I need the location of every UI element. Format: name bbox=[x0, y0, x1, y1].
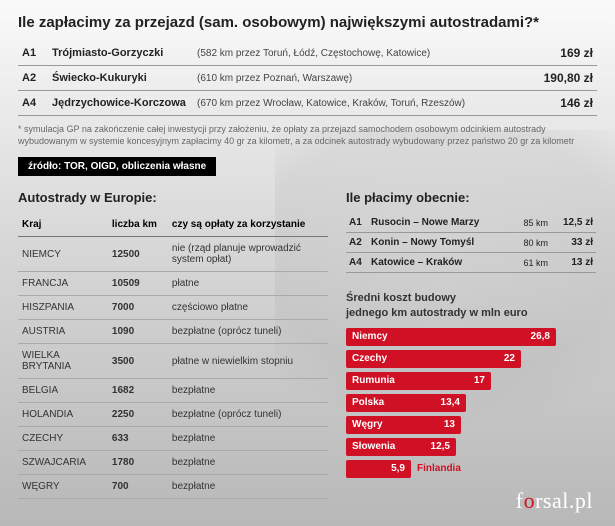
table-row: AUSTRIA1090bezpłatne (oprócz tuneli) bbox=[18, 320, 328, 344]
table-row: A2Konin – Nowy Tomyśl80 km33 zł bbox=[346, 233, 596, 253]
forsal-logo: forsal.pl bbox=[516, 488, 593, 514]
table-row: A4Katowice – Kraków61 km13 zł bbox=[346, 253, 596, 273]
col-fees: czy są opłaty za korzystanie bbox=[168, 213, 328, 237]
highway-table: A1Trójmiasto-Gorzyczki(582 km przez Toru… bbox=[18, 41, 597, 116]
cost-bar: Niemcy26,8 bbox=[346, 328, 596, 346]
table-row: HISZPANIA7000częściowo płatne bbox=[18, 296, 328, 320]
cost-bar: Węgry13 bbox=[346, 416, 596, 434]
table-row: A1Rusocin – Nowe Marzy85 km12,5 zł bbox=[346, 213, 596, 233]
current-title: Ile płacimy obecnie: bbox=[346, 190, 596, 205]
table-row: BELGIA1682bezpłatne bbox=[18, 379, 328, 403]
table-row: HOLANDIA2250bezpłatne (oprócz tuneli) bbox=[18, 403, 328, 427]
table-row: A4Jędrzychowice-Korczowa(670 km przez Wr… bbox=[18, 91, 597, 116]
current-table: A1Rusocin – Nowe Marzy85 km12,5 złA2Koni… bbox=[346, 213, 596, 273]
table-row: NIEMCY12500nie (rząd planuje wprowadzić … bbox=[18, 237, 328, 272]
col-country: Kraj bbox=[18, 213, 108, 237]
europe-title: Autostrady w Europie: bbox=[18, 190, 328, 205]
cost-bar: 5,9Finlandia bbox=[346, 460, 596, 478]
footnote: * symulacja GP na zakończenie całej inwe… bbox=[18, 124, 597, 147]
europe-table: Kraj liczba km czy są opłaty za korzysta… bbox=[18, 213, 328, 499]
table-row: A2Świecko-Kukuryki(610 km przez Poznań, … bbox=[18, 66, 597, 91]
cost-title: Średni koszt budowy jednego km autostrad… bbox=[346, 291, 596, 320]
col-km: liczba km bbox=[108, 213, 168, 237]
table-row: WĘGRY700bezpłatne bbox=[18, 475, 328, 499]
cost-bar: Polska13,4 bbox=[346, 394, 596, 412]
table-row: A1Trójmiasto-Gorzyczki(582 km przez Toru… bbox=[18, 41, 597, 66]
table-row: SZWAJCARIA1780bezpłatne bbox=[18, 451, 328, 475]
cost-bar: Czechy22 bbox=[346, 350, 596, 368]
cost-bar: Rumunia17 bbox=[346, 372, 596, 390]
source-bar: źródło: TOR, OIGD, obliczenia własne bbox=[18, 157, 216, 176]
cost-bar: Słowenia12,5 bbox=[346, 438, 596, 456]
table-row: CZECHY633bezpłatne bbox=[18, 427, 328, 451]
main-title: Ile zapłacimy za przejazd (sam. osobowym… bbox=[18, 14, 597, 31]
cost-bars: Niemcy26,8 Czechy22 Rumunia17 Polska13,4 Węg… bbox=[346, 328, 596, 478]
table-row: WIELKA BRYTANIA3500płatne w niewielkim s… bbox=[18, 344, 328, 379]
table-row: FRANCJA10509płatne bbox=[18, 272, 328, 296]
